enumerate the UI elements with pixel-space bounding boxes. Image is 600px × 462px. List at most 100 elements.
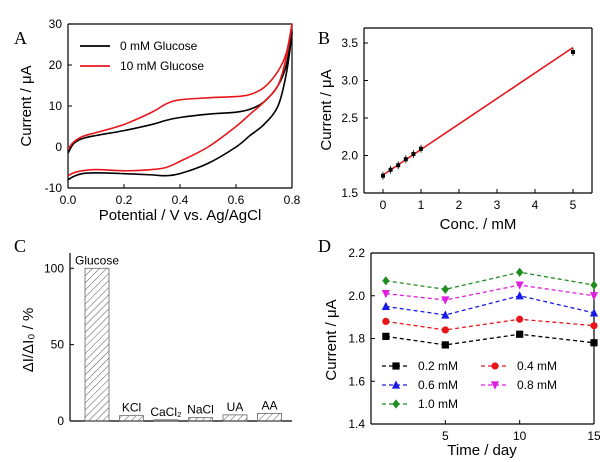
panel-a-series [67, 23, 293, 181]
panel-d-legend-marker [392, 362, 400, 370]
panel-d-legend-label: 1.0 mM [418, 397, 458, 411]
panel-d-legend-label: 0.6 mM [418, 378, 458, 392]
panel-b-ticks: 0 1 2 3 4 5 1.5 2.0 2.5 3.0 3.5 [341, 36, 576, 212]
chart-panel-c: C 0 50 100 Glucose KCl CaCl₂ NaCl UA AA ΔI/ΔI₀ … [14, 236, 292, 428]
panel-label-a: A [14, 28, 27, 48]
panel-a-x-axis-label: Potential / V vs. Ag/AgCl [99, 207, 262, 224]
panel-d-series-line [385, 318, 595, 331]
panel-b-y-tick-label: 2.0 [341, 149, 358, 163]
panel-d-x-tick-label: 15 [587, 429, 600, 443]
panel-d-y-tick-label: 1.8 [348, 332, 365, 346]
panel-d-legend-label: 0.8 mM [517, 378, 557, 392]
panel-a-legend: 0 mM Glucose 10 mM Glucose [80, 39, 204, 73]
panel-d-legend-marker [391, 380, 401, 389]
panel-label-b: B [318, 28, 330, 48]
panel-d-data-point [515, 291, 524, 300]
panel-c-bar-label: Glucose [75, 253, 119, 267]
panel-a-y-tick-label: 30 [49, 17, 63, 31]
panel-d-y-tick-label: 1.6 [348, 374, 365, 388]
panel-d-data-point [516, 315, 524, 323]
panel-c-y-tick-label: 50 [51, 338, 65, 352]
panel-b-x-axis-label: Conc. / mM [440, 216, 517, 233]
panel-b-y-tick-label: 2.5 [341, 111, 358, 125]
chart-panel-b: B 0 1 2 3 4 5 1.5 2.0 2.5 3.0 3.5 Conc. / mM Curre… [318, 27, 593, 233]
panel-c-bar [188, 417, 213, 422]
panel-c-bar [222, 414, 248, 422]
panel-b-x-tick-label: 4 [532, 198, 539, 212]
panel-a-x-tick-label: 0.8 [284, 193, 301, 207]
panel-a-x-tick-label: 0.4 [172, 193, 189, 207]
panel-c-bar [153, 419, 179, 422]
panel-d-data-point [590, 339, 598, 347]
panel-d-data-point [441, 284, 449, 294]
panel-c-bar-label: CaCl₂ [150, 405, 182, 419]
panel-d-legend-marker [392, 399, 400, 409]
panel-d-legend-marker [490, 381, 500, 390]
panel-d-data-point [516, 330, 524, 338]
panel-d-x-tick-label: 10 [513, 429, 527, 443]
panel-d-x-axis-label: Time / day [447, 442, 517, 459]
panel-d-data-point [515, 281, 524, 290]
panel-d-data-point [590, 280, 598, 290]
panel-d-data-point [382, 317, 390, 325]
panel-label-c: C [14, 236, 26, 256]
panel-d-series [381, 267, 599, 349]
chart-panel-a: A 0.0 0.2 0.4 0.6 0.8 -10 0 10 20 30 0 mM Glucose… [14, 17, 301, 224]
panel-c-y-tick-label: 100 [44, 261, 64, 275]
panel-c-ticks: 0 50 100 [44, 261, 74, 428]
panel-d-legend-label: 0.4 mM [517, 359, 557, 373]
panel-a-legend-label: 10 mM Glucose [120, 59, 204, 73]
panel-d-data-point [516, 267, 524, 277]
panel-a-legend-label: 0 mM Glucose [120, 39, 198, 53]
panel-label-d: D [318, 236, 331, 256]
panel-c-bar-label: AA [261, 398, 277, 412]
panel-b-series [381, 46, 575, 180]
chart-panel-d: D 5 10 15 1.4 1.6 1.8 2.0 2.2 0.2 mM 0.4 mM 0.6 m… [318, 236, 600, 459]
panel-b-y-tick-label: 1.5 [341, 186, 358, 200]
panel-d-data-point [590, 322, 598, 330]
panel-b-y-tick-label: 3.5 [341, 36, 358, 50]
panel-d-legend: 0.2 mM 0.4 mM 0.6 mM 0.8 mM 1.0 mM [382, 359, 557, 411]
panel-d-series-line [385, 284, 595, 301]
panel-c-bar-label: NaCl [187, 403, 214, 417]
panel-b-y-axis-label: Current / μA [318, 69, 335, 150]
panel-a-y-tick-label: 0 [55, 140, 62, 154]
panel-a-y-axis-label: Current / μA [18, 65, 35, 146]
panel-d-data-point [382, 332, 390, 340]
panel-b-x-tick-label: 1 [418, 198, 425, 212]
panel-d-y-tick-label: 1.4 [348, 417, 365, 431]
panel-d-legend-marker [491, 362, 499, 370]
panel-a-series-line [67, 31, 293, 181]
panel-d-data-point [589, 292, 599, 301]
panel-d-x-tick-label: 5 [442, 429, 449, 443]
panel-d-data-point [441, 341, 449, 349]
panel-c-bar-label: KCl [122, 401, 141, 415]
panel-d-y-tick-label: 2.2 [348, 246, 365, 260]
panel-c-bar-label: UA [227, 400, 244, 414]
panel-d-series-line [385, 295, 595, 316]
panel-a-series-line [67, 23, 293, 177]
panel-d-data-point [441, 296, 450, 305]
panel-d-data-point [441, 310, 450, 319]
panel-b-x-tick-label: 5 [570, 198, 577, 212]
panel-d-data-point [441, 326, 449, 334]
panel-d-series-line [385, 271, 595, 290]
panel-b-y-tick-label: 3.0 [341, 74, 358, 88]
panel-b-x-tick-label: 2 [456, 198, 463, 212]
panel-b-x-tick-label: 0 [380, 198, 387, 212]
panel-c-y-tick-label: 0 [57, 414, 64, 428]
panel-d-series-line [385, 333, 595, 346]
panel-a-y-tick-label: -10 [45, 181, 63, 195]
panel-d-y-tick-label: 2.0 [348, 289, 365, 303]
panel-d-y-axis-label: Current / μA [323, 299, 340, 380]
panel-c-y-axis-label: ΔI/ΔI₀ / % [20, 308, 37, 373]
panel-d-data-point [589, 308, 599, 317]
panel-a-ticks: 0.0 0.2 0.4 0.6 0.8 -10 0 10 20 30 [45, 17, 301, 207]
panel-a-x-tick-label: 0.2 [116, 193, 133, 207]
panel-a-x-tick-label: 0.0 [60, 193, 77, 207]
panel-d-legend-label: 0.2 mM [418, 359, 458, 373]
panel-d-data-point [382, 276, 390, 286]
panel-d-data-point [381, 290, 390, 299]
panel-c-bar [119, 415, 144, 422]
